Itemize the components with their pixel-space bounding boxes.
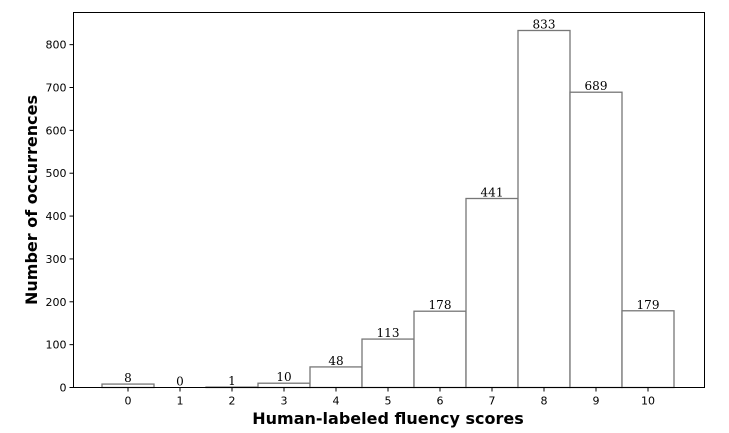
bar-data-label-2: 1 xyxy=(228,374,236,388)
x-axis-title: Human-labeled fluency scores xyxy=(252,409,523,428)
bar-data-label-4: 48 xyxy=(328,354,343,368)
bar-data-label-9: 689 xyxy=(585,79,608,93)
bar-10 xyxy=(621,310,675,389)
y-tick-label-500: 500 xyxy=(46,167,67,180)
x-tick-label-5: 5 xyxy=(385,395,392,408)
bar-data-label-0: 8 xyxy=(124,371,132,385)
y-tick-label-200: 200 xyxy=(46,296,67,309)
bar-data-label-10: 179 xyxy=(637,298,660,312)
y-axis-title: Number of occurrences xyxy=(22,95,41,305)
bar-9 xyxy=(569,91,623,389)
y-tick-label-100: 100 xyxy=(46,339,67,352)
x-tick-label-0: 0 xyxy=(125,395,132,408)
x-tick-label-1: 1 xyxy=(177,395,184,408)
bar-5 xyxy=(361,338,415,389)
bar-data-label-6: 178 xyxy=(429,298,452,312)
y-tick-label-0: 0 xyxy=(60,382,67,395)
bars xyxy=(101,29,675,389)
x-tick-label-6: 6 xyxy=(437,395,444,408)
bar-data-label-5: 113 xyxy=(377,326,400,340)
y-axis-ticks: 0 100 200 300 400 500 600 700 800 xyxy=(46,39,74,395)
bar-data-label-8: 833 xyxy=(533,18,556,32)
bar-data-label-1: 0 xyxy=(176,375,184,389)
plot-frame xyxy=(73,12,705,388)
bar-8 xyxy=(517,29,571,389)
x-tick-label-10: 10 xyxy=(641,395,655,408)
x-tick-label-9: 9 xyxy=(593,395,600,408)
bar-6 xyxy=(413,310,467,389)
y-tick-label-400: 400 xyxy=(46,210,67,223)
x-tick-label-4: 4 xyxy=(333,395,340,408)
y-tick-label-600: 600 xyxy=(46,124,67,137)
bar-7 xyxy=(465,197,519,389)
x-axis-ticks: 0 1 2 3 4 5 6 7 8 9 10 xyxy=(125,387,655,408)
y-tick-label-800: 800 xyxy=(46,39,67,52)
x-tick-label-7: 7 xyxy=(489,395,496,408)
bar-4 xyxy=(309,366,363,389)
bar-data-labels: 8 0 1 10 48 113 178 441 833 689 179 xyxy=(124,18,659,389)
x-tick-label-2: 2 xyxy=(229,395,236,408)
y-tick-label-300: 300 xyxy=(46,253,67,266)
y-tick-label-700: 700 xyxy=(46,82,67,95)
x-tick-label-3: 3 xyxy=(281,395,288,408)
x-tick-label-8: 8 xyxy=(541,395,548,408)
bar-data-label-3: 10 xyxy=(276,370,291,384)
bar-data-label-7: 441 xyxy=(481,186,504,200)
